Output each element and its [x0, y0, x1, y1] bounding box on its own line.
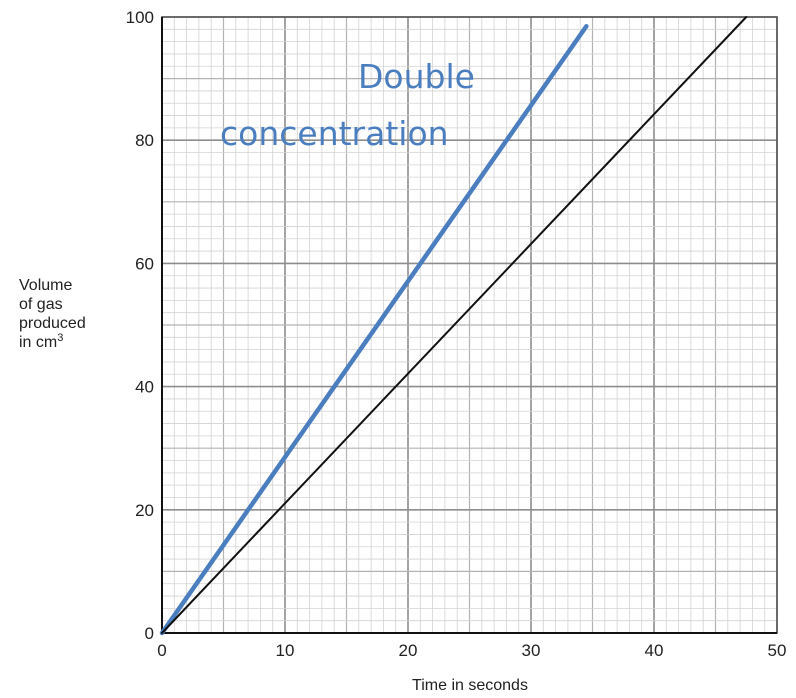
- y-axis-title-line: Volume: [19, 277, 72, 294]
- x-axis-title: Time in seconds: [412, 677, 528, 694]
- x-tick-label: 50: [768, 641, 787, 660]
- y-tick-label: 20: [135, 501, 154, 520]
- x-tick-label: 0: [157, 641, 166, 660]
- y-tick-label: 40: [135, 378, 154, 397]
- y-axis-title-line: produced: [19, 315, 86, 332]
- y-tick-label: 80: [135, 131, 154, 150]
- series-line-blue: [159, 23, 589, 636]
- x-tick-label: 10: [276, 641, 295, 660]
- y-axis-title-superscript: 3: [57, 332, 63, 344]
- y-tick-label: 0: [145, 624, 154, 643]
- chart-grid: [161, 16, 778, 634]
- y-tick-label: 100: [126, 8, 154, 27]
- y-axis-title-line: in cm: [19, 334, 57, 351]
- series-line-black: [161, 16, 748, 634]
- y-tick-label: 60: [135, 254, 154, 273]
- y-axis-title: Volume of gas produced in cm3: [19, 277, 90, 351]
- y-axis-title-line: of gas: [19, 296, 63, 313]
- x-tick-label: 40: [645, 641, 664, 660]
- x-tick-label: 20: [399, 641, 418, 660]
- x-tick-label: 30: [522, 641, 541, 660]
- series-layer: [159, 16, 748, 636]
- tick-labels: 0 10 20 30 40 50 0 20 40 60 80 100: [126, 8, 787, 660]
- annotation-concentration: concentration: [220, 114, 449, 153]
- annotation-double: Double: [358, 57, 475, 96]
